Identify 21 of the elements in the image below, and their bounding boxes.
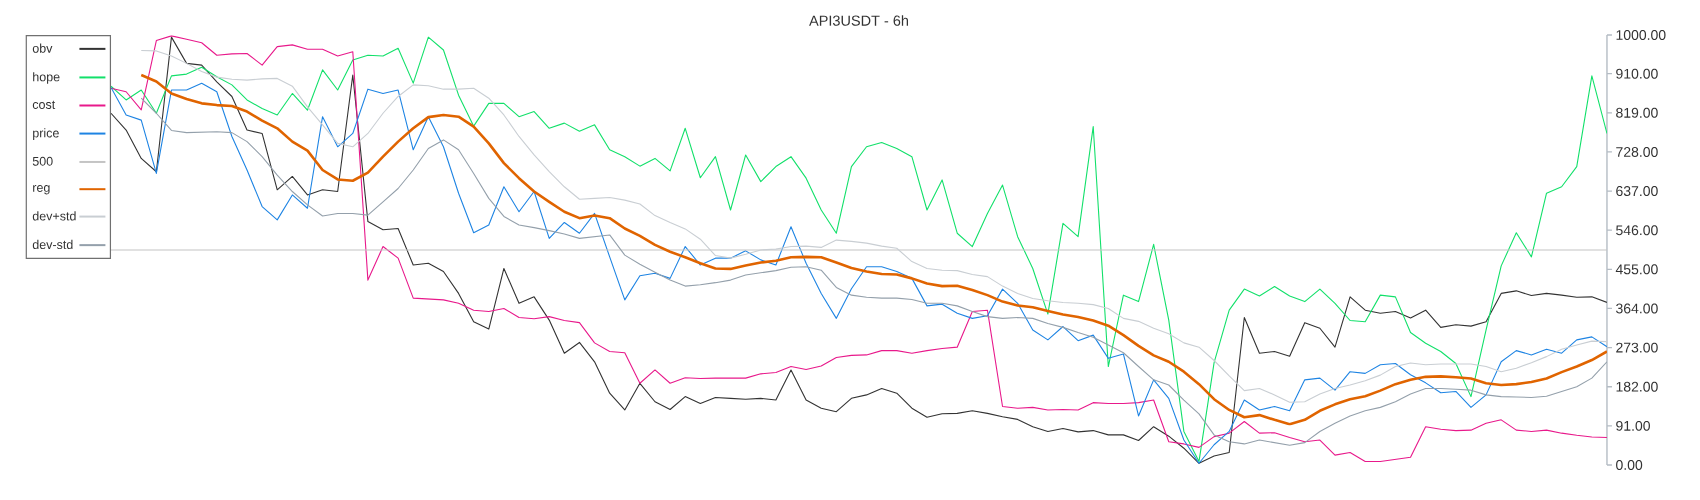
y-tick-label: 364.00 — [1616, 303, 1658, 314]
y-tick-label: 0.00 — [1616, 460, 1643, 470]
legend-label: cost — [32, 100, 56, 109]
chart-title: API3USDT - 6h — [809, 15, 908, 26]
y-tick-label: 546.00 — [1616, 225, 1658, 236]
y-tick-label: 728.00 — [1616, 146, 1658, 157]
y-tick-label: 819.00 — [1616, 107, 1658, 118]
y-tick-label: 910.00 — [1616, 68, 1658, 79]
legend-label: dev+std — [32, 211, 76, 221]
y-tick-label: 91.00 — [1616, 420, 1650, 431]
legend-label: price — [33, 128, 59, 140]
legend-label: dev-std — [32, 239, 73, 250]
legend-label: obv — [32, 43, 53, 53]
legend-label: hope — [33, 72, 60, 84]
y-tick-label: 1000.00 — [1616, 30, 1666, 40]
y-tick-label: 455.00 — [1615, 264, 1658, 275]
y-tick-label: 273.00 — [1616, 342, 1658, 353]
legend-label: 500 — [32, 156, 53, 166]
legend-label: reg — [33, 185, 50, 195]
y-tick-label: 637.00 — [1616, 186, 1658, 197]
y-tick-label: 182.00 — [1616, 381, 1658, 392]
